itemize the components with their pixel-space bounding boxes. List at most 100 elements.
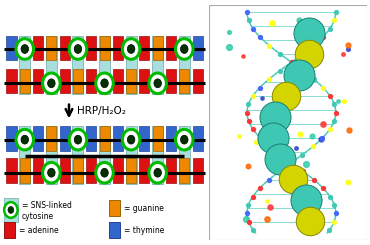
Point — [250, 94, 256, 98]
Circle shape — [43, 73, 60, 94]
Bar — [125, 36, 137, 94]
Bar — [153, 36, 163, 60]
Text: = thymine: = thymine — [124, 226, 164, 235]
Bar — [113, 69, 123, 93]
Point — [283, 94, 289, 98]
Point — [312, 56, 318, 60]
Bar — [192, 36, 202, 60]
Point — [333, 111, 339, 115]
Bar — [139, 36, 149, 60]
Circle shape — [154, 168, 161, 177]
Circle shape — [69, 39, 87, 59]
Point — [345, 180, 351, 184]
Circle shape — [8, 207, 14, 213]
Bar — [125, 126, 137, 184]
Point — [277, 52, 283, 56]
Point — [293, 146, 299, 150]
Bar — [46, 36, 56, 60]
Circle shape — [101, 168, 108, 177]
Point — [250, 228, 256, 232]
Point — [303, 162, 309, 166]
Point — [303, 198, 309, 202]
Circle shape — [181, 135, 188, 144]
Point — [246, 119, 252, 123]
Point — [277, 69, 283, 73]
Circle shape — [74, 135, 82, 144]
Bar — [99, 36, 110, 94]
Text: = SNS-linked: = SNS-linked — [22, 201, 72, 210]
Point — [310, 144, 316, 148]
Point — [320, 35, 326, 39]
Bar — [179, 126, 190, 184]
Point — [246, 18, 252, 22]
Bar — [73, 158, 83, 183]
Point — [296, 73, 302, 77]
Circle shape — [175, 129, 193, 150]
Circle shape — [181, 45, 188, 53]
Point — [264, 199, 270, 203]
Bar — [33, 158, 43, 183]
Bar — [60, 69, 70, 93]
Point — [333, 211, 339, 215]
Bar — [20, 158, 30, 183]
Bar — [86, 126, 96, 151]
Point — [289, 60, 295, 64]
Point — [331, 18, 337, 22]
Point — [310, 44, 316, 48]
Bar — [73, 126, 84, 184]
Bar — [33, 36, 43, 60]
Bar — [73, 36, 84, 94]
Circle shape — [122, 39, 140, 59]
Point — [307, 219, 313, 223]
Circle shape — [122, 129, 140, 150]
Point — [320, 186, 326, 190]
Point — [331, 119, 337, 123]
Point — [327, 94, 333, 98]
Point — [332, 102, 337, 106]
Bar — [86, 69, 96, 93]
Bar — [73, 69, 83, 93]
Point — [300, 170, 306, 173]
Point — [320, 86, 326, 89]
Text: cytosine: cytosine — [22, 212, 54, 221]
Point — [257, 186, 263, 190]
Point — [243, 217, 249, 221]
Point — [327, 195, 333, 199]
Point — [276, 170, 282, 173]
Point — [236, 134, 242, 138]
Point — [250, 128, 256, 132]
Bar — [33, 126, 43, 151]
Circle shape — [48, 168, 55, 177]
Point — [226, 45, 232, 49]
Point — [268, 206, 273, 209]
Bar — [4, 222, 15, 238]
Point — [317, 137, 323, 141]
Point — [250, 27, 256, 31]
Bar — [60, 158, 70, 183]
Circle shape — [69, 129, 87, 150]
Bar — [4, 198, 18, 222]
Point — [264, 217, 270, 221]
Bar — [46, 126, 56, 151]
Bar — [139, 126, 149, 151]
Point — [263, 145, 269, 149]
Bar — [166, 69, 176, 93]
Point — [246, 102, 252, 106]
Point — [309, 134, 314, 138]
Circle shape — [96, 162, 113, 183]
Circle shape — [149, 73, 166, 94]
Bar — [192, 158, 202, 183]
Point — [326, 228, 332, 232]
Point — [272, 115, 278, 119]
Point — [257, 86, 263, 89]
Bar — [126, 158, 136, 183]
Bar — [179, 36, 190, 94]
Point — [288, 60, 294, 64]
Bar — [60, 126, 70, 151]
Point — [289, 161, 295, 165]
Circle shape — [127, 45, 135, 53]
Bar — [139, 69, 149, 93]
Bar — [19, 36, 30, 94]
Point — [277, 157, 283, 160]
Point — [253, 140, 259, 144]
